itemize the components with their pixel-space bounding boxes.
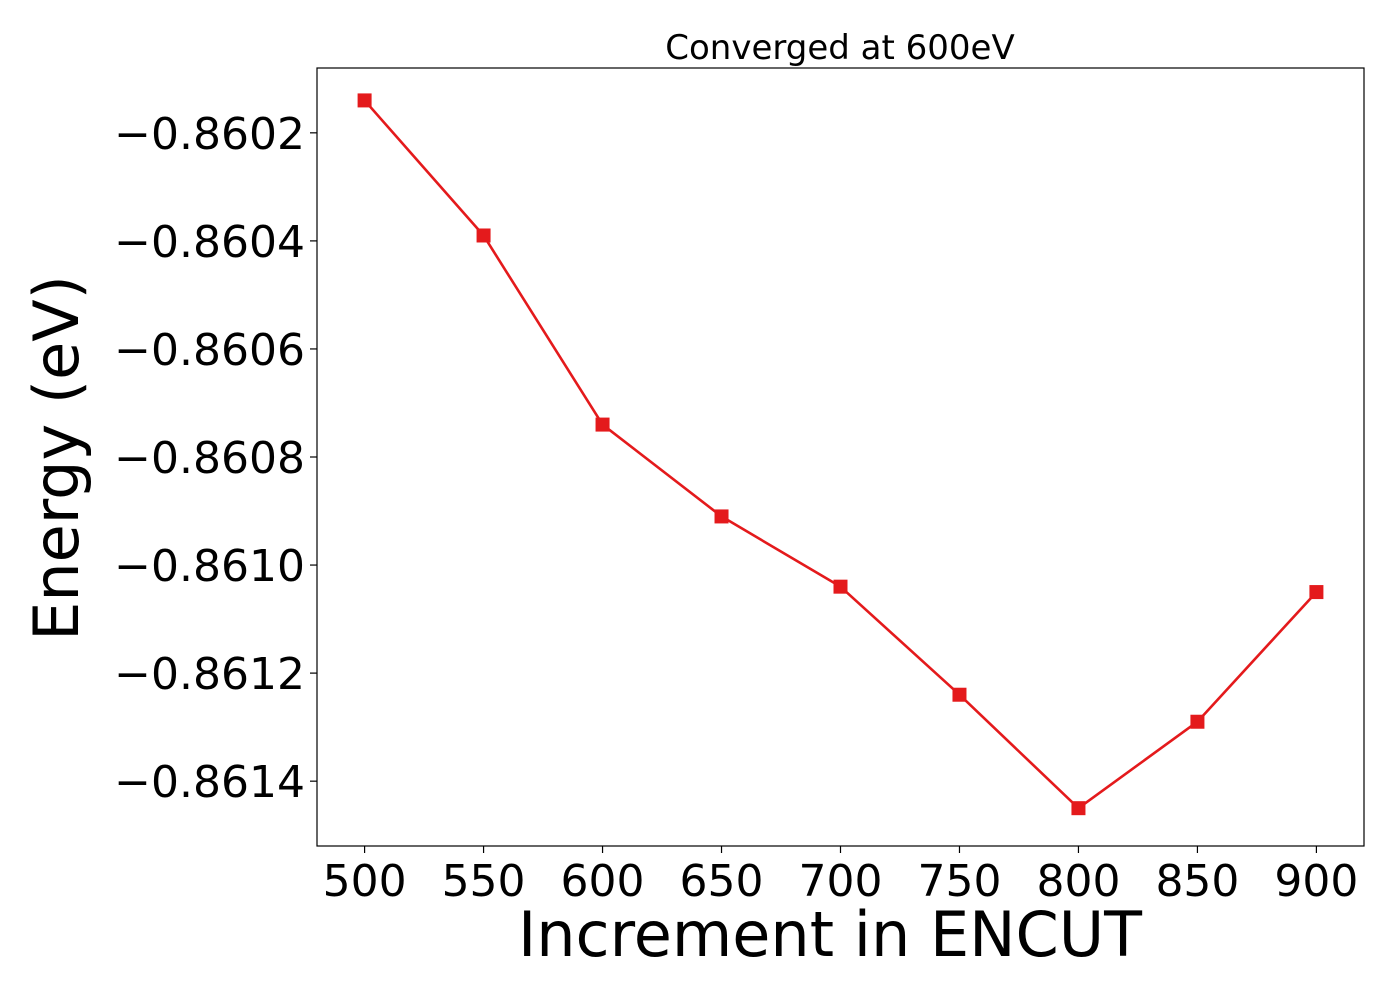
data-point (1190, 714, 1205, 729)
x-axis-label: Increment in ENCUT (518, 898, 1143, 971)
x-tick-label: 650 (680, 856, 764, 907)
x-tick-label: 700 (799, 856, 883, 907)
x-tick-label: 900 (1274, 856, 1358, 907)
y-tick-label: −0.8608 (114, 433, 305, 484)
x-tick-label: 500 (323, 856, 407, 907)
x-tick-label: 550 (442, 856, 526, 907)
data-point (952, 687, 967, 702)
data-point (1309, 585, 1324, 600)
x-tick-label: 600 (561, 856, 645, 907)
plot-frame (316, 67, 1365, 847)
series-layer (357, 93, 1324, 816)
y-axis: −0.8602 −0.8604 −0.8606 −0.8608 −0.8610 −0.86… (114, 109, 317, 808)
chart-title: Converged at 600eV (665, 28, 1014, 68)
x-tick-label: 750 (917, 856, 1001, 907)
y-tick-label: −0.8604 (114, 217, 305, 268)
x-tick-label: 850 (1155, 856, 1239, 907)
data-point (476, 228, 491, 243)
y-tick-label: −0.8614 (114, 757, 305, 808)
data-point (833, 579, 848, 594)
y-tick-label: −0.8606 (114, 325, 305, 376)
x-axis: 500 550 600 650 700 750 800 850 900 (323, 846, 1358, 907)
y-axis-label: Energy (eV) (20, 275, 93, 641)
data-point (357, 93, 372, 108)
series-line (363, 99, 1318, 810)
data-point (1071, 801, 1086, 816)
y-tick-label: −0.8602 (114, 109, 305, 160)
y-tick-label: −0.8610 (114, 541, 305, 592)
x-tick-label: 800 (1036, 856, 1120, 907)
data-point (595, 417, 610, 432)
y-tick-label: −0.8612 (114, 649, 305, 700)
data-point (714, 509, 729, 524)
